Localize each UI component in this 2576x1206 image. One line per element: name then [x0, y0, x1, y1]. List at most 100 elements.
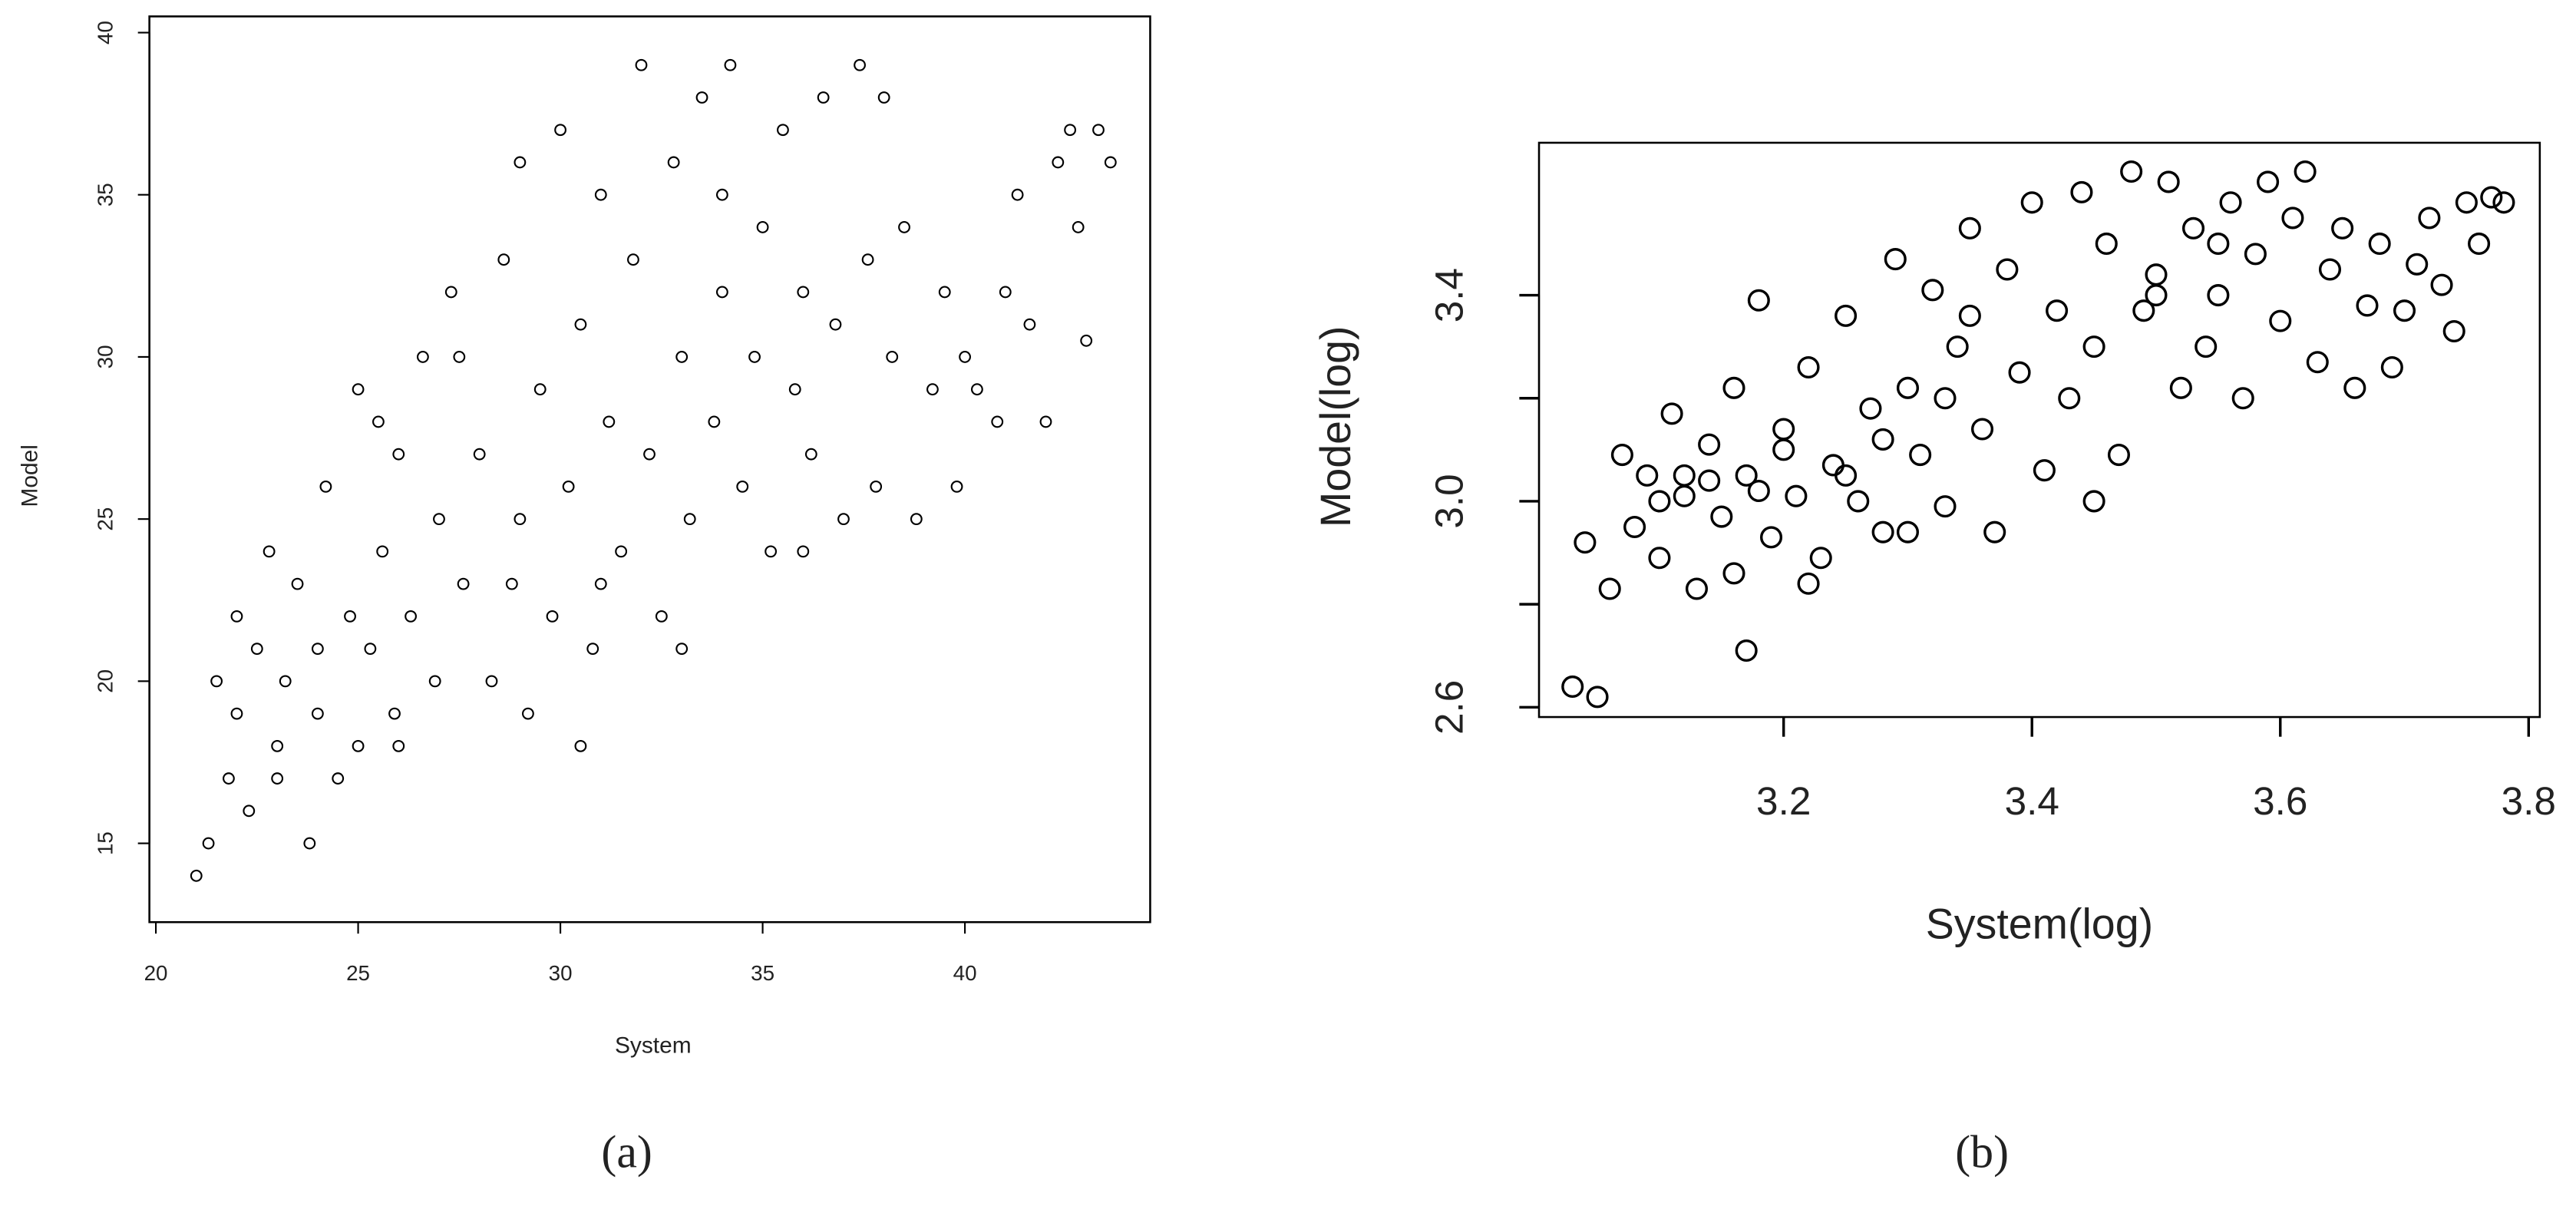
point: [797, 545, 810, 558]
point: [1574, 531, 1597, 554]
point: [615, 545, 628, 558]
point: [514, 513, 527, 526]
point: [1934, 387, 1957, 410]
point: [675, 643, 689, 656]
point: [1710, 505, 1733, 528]
point: [1648, 490, 1671, 513]
point: [2082, 335, 2105, 358]
point: [444, 286, 457, 299]
point: [1673, 484, 1696, 507]
point: [1104, 156, 1117, 169]
point: [594, 577, 607, 590]
point: [667, 156, 680, 169]
point: [788, 383, 801, 396]
point: [263, 545, 276, 558]
y-axis-label: Model(log): [1312, 325, 1359, 527]
caption: (a): [601, 1127, 652, 1178]
point: [748, 351, 761, 363]
point: [2418, 207, 2441, 230]
point: [2120, 160, 2143, 183]
point: [1847, 490, 1870, 513]
y-tick-label: 30: [93, 345, 117, 368]
x-axis-label: System(log): [1926, 900, 2153, 947]
point: [886, 351, 899, 363]
point: [2231, 387, 2254, 410]
point: [392, 739, 405, 752]
point: [2058, 387, 2081, 410]
point: [1909, 444, 1932, 467]
point: [2480, 186, 2503, 209]
point: [756, 221, 769, 233]
y-tick-label: 35: [93, 183, 117, 207]
point: [2244, 243, 2267, 266]
point: [675, 351, 689, 363]
point: [485, 675, 498, 688]
point: [210, 675, 223, 688]
point: [1934, 495, 1957, 518]
point: [223, 772, 235, 785]
point: [715, 286, 728, 299]
point: [2207, 232, 2230, 255]
x-axis-label: System: [615, 1033, 692, 1059]
point: [473, 448, 486, 461]
point: [1797, 355, 1820, 379]
point: [2195, 335, 2218, 358]
point: [2331, 216, 2354, 240]
point: [765, 545, 778, 558]
point: [271, 739, 284, 752]
x-tick-label: 20: [144, 961, 168, 985]
point: [861, 253, 874, 266]
point: [2219, 191, 2242, 214]
point: [344, 610, 356, 623]
point: [1759, 526, 1783, 549]
point: [1946, 335, 1969, 358]
point: [202, 837, 215, 850]
y-tick-label: 3.4: [1427, 268, 1471, 322]
y-axis-label: Model: [18, 444, 43, 507]
point: [2132, 299, 2155, 322]
point: [574, 739, 587, 752]
point: [453, 351, 466, 363]
y-tick-label: 2.6: [1427, 680, 1471, 735]
point: [683, 513, 696, 526]
point: [1747, 479, 1770, 503]
point: [2157, 170, 2180, 193]
point: [1859, 397, 1882, 420]
point: [230, 707, 243, 720]
point: [250, 643, 263, 656]
point: [2306, 351, 2329, 374]
y-tick-label: 40: [93, 21, 117, 45]
point: [2095, 232, 2118, 255]
point: [1896, 376, 1920, 399]
point: [190, 869, 203, 882]
point: [695, 91, 708, 104]
y-tick-label: 25: [93, 507, 117, 531]
point: [497, 253, 510, 266]
point: [655, 610, 668, 623]
point: [829, 318, 842, 331]
point: [2046, 299, 2069, 322]
point: [2343, 376, 2366, 399]
point: [1970, 418, 1994, 441]
point: [533, 383, 547, 396]
point: [428, 675, 441, 688]
point: [1896, 520, 1920, 544]
point: [2368, 232, 2391, 255]
point: [594, 188, 607, 201]
point: [352, 383, 365, 396]
point: [950, 480, 963, 493]
point: [1023, 318, 1036, 331]
y-tick-label: 20: [93, 669, 117, 693]
point: [1722, 562, 1745, 585]
point: [1996, 258, 2019, 281]
point: [2269, 309, 2292, 332]
point: [352, 739, 365, 752]
point: [416, 351, 429, 363]
point: [2318, 258, 2341, 281]
point: [2406, 253, 2429, 276]
x-tick-label: 3.2: [1756, 779, 1811, 823]
point: [2492, 191, 2515, 214]
point: [910, 513, 923, 526]
x-tick-label: 3.4: [2005, 779, 2059, 823]
